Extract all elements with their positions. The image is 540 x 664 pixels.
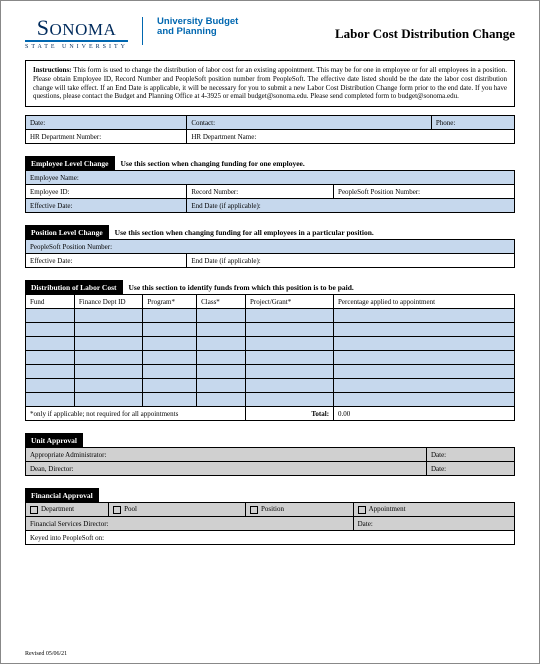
emp-eff: Effective Date: <box>26 199 187 213</box>
checkbox-icon <box>358 506 366 514</box>
unit-section-head: Unit Approval <box>25 433 515 447</box>
unit-admin: Appropriate Administrator: <box>26 448 427 462</box>
logo: SONOMA STATE UNIVERSITY <box>25 17 128 50</box>
emp-table: Employee Name: Employee ID: Record Numbe… <box>25 170 515 213</box>
dist-total-label: Total: <box>246 407 334 421</box>
table-row <box>26 379 515 393</box>
top-info-table: Date: Contact: Phone: HR Department Numb… <box>25 115 515 144</box>
col-prog: Program* <box>143 295 197 309</box>
fin-keyed: Keyed into PeopleSoft on: <box>26 531 515 545</box>
table-row <box>26 393 515 407</box>
emp-tab: Employee Level Change <box>25 156 115 170</box>
pos-section-head: Position Level Change Use this section w… <box>25 225 515 239</box>
chk-pool[interactable]: Pool <box>109 503 246 517</box>
emp-end: End Date (if applicable): <box>187 199 515 213</box>
hr-dept-no-label: HR Department Number: <box>26 130 187 144</box>
dist-footer: *only if applicable; not required for al… <box>26 407 515 421</box>
header: SONOMA STATE UNIVERSITY University Budge… <box>25 17 515 50</box>
hr-dept-name-label: HR Department Name: <box>187 130 515 144</box>
chk-position[interactable]: Position <box>246 503 354 517</box>
col-class: Class* <box>197 295 246 309</box>
dist-tab: Distribution of Labor Cost <box>25 280 123 294</box>
dept-line2: and Planning <box>157 27 238 37</box>
table-row <box>26 309 515 323</box>
unit-tab: Unit Approval <box>25 433 83 447</box>
dept-name: University Budget and Planning <box>157 17 238 38</box>
fin-tab: Financial Approval <box>25 488 99 502</box>
chk-appt[interactable]: Appointment <box>353 503 514 517</box>
fin-section-head: Financial Approval <box>25 488 515 502</box>
page-title: Labor Cost Distribution Change <box>335 26 515 42</box>
pos-desc: Use this section when changing funding f… <box>115 228 374 237</box>
fin-fsd: Financial Services Director: <box>26 517 354 531</box>
pos-table: PeopleSoft Position Number: Effective Da… <box>25 239 515 268</box>
unit-date2: Date: <box>426 462 514 476</box>
logo-sub: STATE UNIVERSITY <box>25 44 128 50</box>
fin-table: Department Pool Position Appointment Fin… <box>25 502 515 545</box>
col-pct: Percentage applied to appointment <box>334 295 515 309</box>
emp-name: Employee Name: <box>26 171 515 185</box>
dist-desc: Use this section to identify funds from … <box>129 283 354 292</box>
col-fund: Fund <box>26 295 75 309</box>
chk-dept[interactable]: Department <box>26 503 109 517</box>
instructions-label: Instructions: <box>33 66 72 74</box>
instructions-box: Instructions: This form is used to chang… <box>25 60 515 107</box>
table-row <box>26 351 515 365</box>
checkbox-icon <box>113 506 121 514</box>
col-fin: Finance Dept ID <box>74 295 142 309</box>
fin-date: Date: <box>353 517 514 531</box>
emp-id: Employee ID: <box>26 185 187 199</box>
unit-dean: Dean, Director: <box>26 462 427 476</box>
unit-table: Appropriate Administrator: Date: Dean, D… <box>25 447 515 476</box>
table-row <box>26 323 515 337</box>
instructions-text: This form is used to change the distribu… <box>33 66 507 100</box>
phone-label: Phone: <box>431 116 514 130</box>
date-label: Date: <box>26 116 187 130</box>
logo-block: SONOMA STATE UNIVERSITY University Budge… <box>25 17 238 50</box>
dist-section-head: Distribution of Labor Cost Use this sect… <box>25 280 515 294</box>
emp-ps-pos: PeopleSoft Position Number: <box>334 185 515 199</box>
emp-record: Record Number: <box>187 185 334 199</box>
revised-label: Revised 05/06/21 <box>25 651 67 657</box>
dist-total-val: 0.00 <box>334 407 515 421</box>
dist-table: Fund Finance Dept ID Program* Class* Pro… <box>25 294 515 421</box>
contact-label: Contact: <box>187 116 432 130</box>
pos-tab: Position Level Change <box>25 225 109 239</box>
pos-num: PeopleSoft Position Number: <box>26 240 515 254</box>
col-proj: Project/Grant* <box>246 295 334 309</box>
checkbox-icon <box>250 506 258 514</box>
pos-eff: Effective Date: <box>26 254 187 268</box>
unit-date1: Date: <box>426 448 514 462</box>
emp-desc: Use this section when changing funding f… <box>121 159 305 168</box>
checkbox-icon <box>30 506 38 514</box>
pos-end: End Date (if applicable): <box>187 254 515 268</box>
dist-footer-note: *only if applicable; not required for al… <box>26 407 246 421</box>
table-row <box>26 365 515 379</box>
emp-section-head: Employee Level Change Use this section w… <box>25 156 515 170</box>
table-row <box>26 337 515 351</box>
divider <box>142 17 143 45</box>
